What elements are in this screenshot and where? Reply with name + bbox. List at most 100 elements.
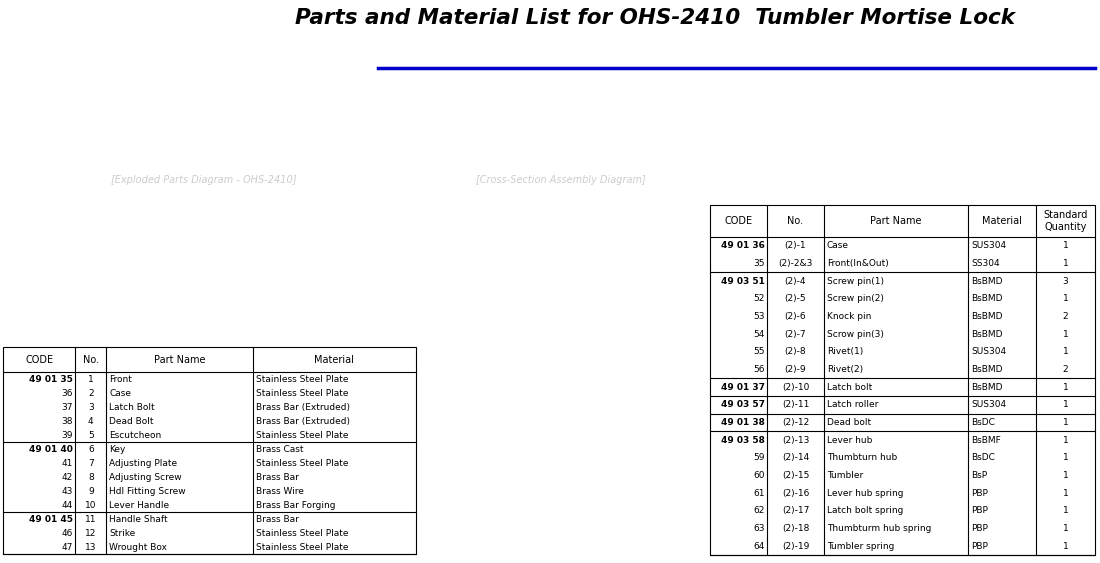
Text: 9: 9 — [88, 486, 94, 495]
Text: Parts and Material List for OHS-2410  Tumbler Mortise Lock: Parts and Material List for OHS-2410 Tum… — [295, 8, 1015, 28]
Text: (2)-10: (2)-10 — [782, 383, 810, 392]
Text: 10: 10 — [85, 501, 97, 510]
Text: 49 01 45: 49 01 45 — [30, 515, 74, 524]
Text: Brass Bar (Extruded): Brass Bar (Extruded) — [256, 417, 350, 426]
Text: 44: 44 — [62, 501, 74, 510]
Text: 49 03 58: 49 03 58 — [722, 436, 764, 445]
Text: BsDC: BsDC — [971, 453, 996, 462]
Text: 39: 39 — [62, 431, 74, 440]
Text: 1: 1 — [1063, 383, 1068, 392]
Text: 52: 52 — [754, 294, 764, 303]
Text: 43: 43 — [62, 486, 74, 495]
Text: PBP: PBP — [971, 542, 988, 551]
Bar — [710, 205, 1094, 555]
Text: 1: 1 — [1063, 259, 1068, 268]
Text: 41: 41 — [62, 459, 74, 468]
Text: Adjusting Plate: Adjusting Plate — [109, 459, 177, 468]
Text: (2)-1: (2)-1 — [784, 241, 806, 250]
Text: Latch bolt: Latch bolt — [827, 383, 872, 392]
Text: Dead Bolt: Dead Bolt — [109, 417, 154, 426]
Text: Strike: Strike — [109, 529, 135, 538]
Text: 1: 1 — [1063, 524, 1068, 533]
Text: 35: 35 — [754, 259, 764, 268]
Text: SUS304: SUS304 — [971, 400, 1006, 409]
Text: (2)-7: (2)-7 — [784, 329, 806, 338]
Text: Brass Bar (Extruded): Brass Bar (Extruded) — [256, 403, 350, 412]
Text: 13: 13 — [85, 543, 97, 552]
Text: (2)-13: (2)-13 — [782, 436, 810, 445]
Text: Stainless Steel Plate: Stainless Steel Plate — [256, 529, 349, 538]
Text: 1: 1 — [1063, 471, 1068, 480]
Text: 6: 6 — [88, 445, 94, 454]
Text: 3: 3 — [1063, 276, 1068, 285]
Text: (2)-6: (2)-6 — [784, 312, 806, 321]
Text: Wrought Box: Wrought Box — [109, 543, 167, 552]
Text: 1: 1 — [1063, 418, 1068, 427]
Text: 54: 54 — [754, 329, 764, 338]
Text: BsBMD: BsBMD — [971, 329, 1003, 338]
Text: BsBMF: BsBMF — [971, 436, 1001, 445]
Text: No.: No. — [82, 355, 99, 365]
Text: 2: 2 — [88, 388, 94, 397]
Text: (2)-18: (2)-18 — [782, 524, 810, 533]
Text: Part Name: Part Name — [870, 216, 922, 226]
Text: Stainless Steel Plate: Stainless Steel Plate — [256, 374, 349, 383]
Text: (2)-17: (2)-17 — [782, 506, 810, 515]
Text: Rivet(2): Rivet(2) — [827, 365, 864, 374]
Text: No.: No. — [788, 216, 803, 226]
Text: Material: Material — [982, 216, 1022, 226]
Text: Brass Bar: Brass Bar — [256, 515, 299, 524]
Text: (2)-5: (2)-5 — [784, 294, 806, 303]
Text: 49 01 36: 49 01 36 — [722, 241, 764, 250]
Text: (2)-9: (2)-9 — [784, 365, 806, 374]
Text: 60: 60 — [754, 471, 764, 480]
Text: 49 01 35: 49 01 35 — [30, 374, 74, 383]
Text: Case: Case — [827, 241, 849, 250]
Text: 37: 37 — [62, 403, 74, 412]
Text: Front: Front — [109, 374, 132, 383]
Text: Latch roller: Latch roller — [827, 400, 878, 409]
Text: Thumbturm hub spring: Thumbturm hub spring — [827, 524, 932, 533]
Text: (2)-14: (2)-14 — [782, 453, 810, 462]
Text: [Cross-Section Assembly Diagram]: [Cross-Section Assembly Diagram] — [476, 175, 646, 185]
Text: BsBMD: BsBMD — [971, 383, 1003, 392]
Text: Brass Bar: Brass Bar — [256, 472, 299, 481]
Text: BsBMD: BsBMD — [971, 294, 1003, 303]
Text: 49 01 38: 49 01 38 — [722, 418, 764, 427]
Text: 1: 1 — [1063, 294, 1068, 303]
Text: 1: 1 — [1063, 329, 1068, 338]
Text: (2)-16: (2)-16 — [782, 489, 810, 498]
Text: Thumbturn hub: Thumbturn hub — [827, 453, 898, 462]
Text: 5: 5 — [88, 431, 94, 440]
Text: 3: 3 — [88, 403, 94, 412]
Text: (2)-19: (2)-19 — [782, 542, 810, 551]
Text: [Exploded Parts Diagram - OHS-2410]: [Exploded Parts Diagram - OHS-2410] — [111, 175, 296, 185]
Text: Case: Case — [109, 388, 131, 397]
Text: 64: 64 — [754, 542, 764, 551]
Text: 1: 1 — [1063, 241, 1068, 250]
Text: 1: 1 — [1063, 453, 1068, 462]
Text: 1: 1 — [1063, 489, 1068, 498]
Text: Stainless Steel Plate: Stainless Steel Plate — [256, 388, 349, 397]
Text: 55: 55 — [754, 347, 764, 356]
Text: Hdl Fitting Screw: Hdl Fitting Screw — [109, 486, 186, 495]
Text: PBP: PBP — [971, 489, 988, 498]
Text: Lever hub: Lever hub — [827, 436, 872, 445]
Text: CODE: CODE — [725, 216, 752, 226]
Text: Scrow pin(3): Scrow pin(3) — [827, 329, 883, 338]
Text: Adjusting Screw: Adjusting Screw — [109, 472, 182, 481]
Text: Latch bolt spring: Latch bolt spring — [827, 506, 903, 515]
Text: 8: 8 — [88, 472, 94, 481]
Text: Standard
Quantity: Standard Quantity — [1043, 210, 1088, 232]
Text: Knock pin: Knock pin — [827, 312, 871, 321]
Text: CODE: CODE — [25, 355, 53, 365]
Text: 53: 53 — [754, 312, 764, 321]
Text: Part Name: Part Name — [154, 355, 206, 365]
Text: 1: 1 — [88, 374, 94, 383]
Text: 49 03 57: 49 03 57 — [720, 400, 764, 409]
Text: 1: 1 — [1063, 347, 1068, 356]
Text: 63: 63 — [754, 524, 764, 533]
Text: 2: 2 — [1063, 365, 1068, 374]
Text: Tumbler spring: Tumbler spring — [827, 542, 894, 551]
Text: 11: 11 — [85, 515, 97, 524]
